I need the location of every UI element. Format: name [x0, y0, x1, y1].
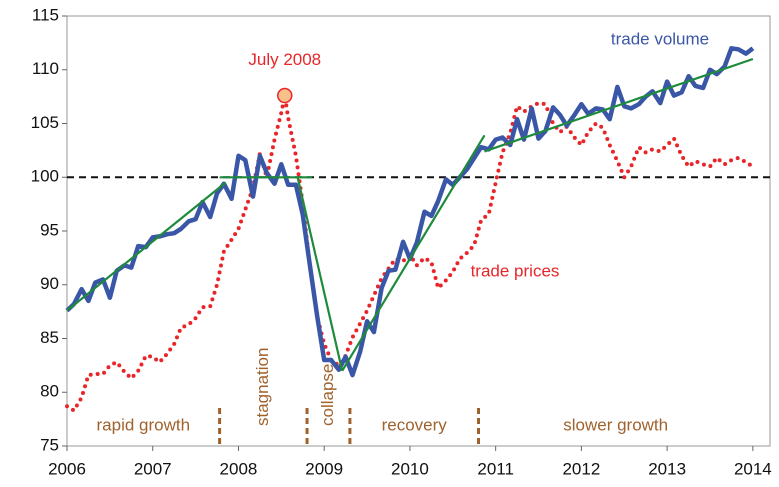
- y-tick-label: 80: [40, 382, 59, 401]
- series-label: trade prices: [471, 261, 560, 280]
- y-tick-label: 85: [40, 328, 59, 347]
- phase-label: stagnation: [253, 348, 272, 426]
- phase-label: collapse: [318, 364, 337, 426]
- x-tick-label: 2007: [134, 459, 172, 478]
- annotation-point: [277, 87, 293, 104]
- y-tick-label: 105: [31, 113, 59, 132]
- x-tick-label: 2006: [48, 459, 86, 478]
- series-label: trade volume: [611, 29, 709, 48]
- phase-label: rapid growth: [97, 415, 191, 434]
- y-tick-label: 75: [40, 435, 59, 454]
- series-line: [341, 134, 486, 372]
- x-tick-label: 2010: [391, 459, 429, 478]
- series-line: [65, 46, 755, 378]
- y-tick-label: 100: [31, 167, 59, 186]
- x-tick-label: 2012: [562, 459, 600, 478]
- series-line: [484, 57, 754, 153]
- x-tick-label: 2014: [734, 459, 772, 478]
- x-tick-label: 2011: [477, 459, 514, 478]
- phase-label: slower growth: [563, 415, 668, 434]
- x-tick-label: 2009: [305, 459, 343, 478]
- phase-label: recovery: [382, 415, 448, 434]
- y-tick-label: 115: [32, 5, 59, 24]
- y-tick-label: 90: [40, 274, 59, 293]
- series-line: [296, 177, 344, 372]
- x-tick-label: 2008: [220, 459, 258, 478]
- annotation-label: July 2008: [248, 50, 321, 69]
- y-tick-label: 110: [32, 59, 59, 78]
- y-tick-label: 95: [40, 220, 59, 239]
- series-line: [66, 181, 227, 312]
- x-tick-label: 2013: [648, 459, 686, 478]
